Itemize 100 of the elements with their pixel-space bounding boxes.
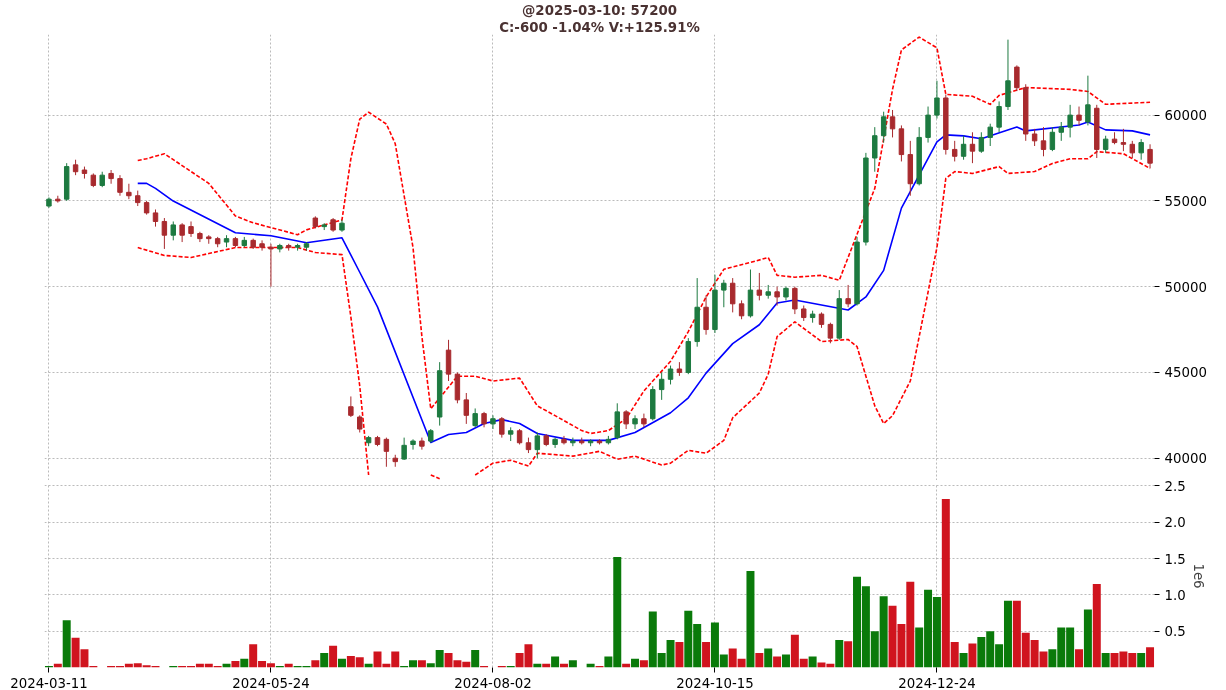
bar (844, 641, 853, 668)
candlestick (401, 437, 407, 461)
candlestick (1076, 106, 1082, 126)
y-tick-label: 45000 (1164, 365, 1207, 381)
bar (551, 656, 560, 668)
bar (1075, 649, 1084, 668)
line-series (474, 150, 1151, 476)
candlestick (268, 243, 274, 288)
candlestick (978, 131, 985, 154)
candlestick (889, 109, 896, 138)
y-tick-label: 0.5 (1164, 624, 1186, 640)
y-tick-label: 55000 (1164, 193, 1207, 209)
candlestick (1014, 64, 1020, 92)
bar (231, 660, 240, 668)
candlestick (987, 123, 993, 147)
candlestick (880, 111, 887, 144)
line-series (136, 246, 370, 476)
candlestick (623, 409, 629, 430)
y-tick-label: 1.5 (1164, 551, 1186, 567)
bar (675, 642, 684, 668)
candlestick (161, 217, 168, 250)
candlestick (1040, 126, 1047, 157)
bar (1083, 609, 1092, 668)
candlestick (490, 414, 496, 430)
candlestick (117, 174, 123, 197)
candlestick (1058, 121, 1064, 142)
candlestick (792, 286, 798, 315)
candlestick (1067, 104, 1073, 138)
candlestick (259, 239, 265, 252)
candlestick (1085, 75, 1091, 126)
bar (702, 642, 711, 668)
bar (808, 656, 817, 668)
candlestick (827, 322, 834, 344)
bar (568, 660, 577, 668)
line-series (136, 36, 1151, 435)
candlestick (925, 106, 931, 144)
candlestick (738, 299, 745, 320)
candlestick (872, 126, 878, 173)
x-tick-label: 2024-05-24 (232, 675, 310, 690)
candlestick (499, 416, 505, 439)
y-tick-label: 60000 (1164, 108, 1207, 124)
bar (773, 656, 782, 668)
bar (320, 652, 329, 668)
bar (631, 658, 640, 668)
candlestick (472, 407, 478, 428)
candlestick (410, 438, 416, 451)
bar (1137, 652, 1146, 668)
chart-title: @2025-03-10: 57200 (522, 2, 677, 18)
bar (755, 652, 764, 668)
y-tick-label: 40000 (1164, 451, 1207, 467)
x-tick-label: 2024-10-15 (676, 675, 754, 690)
candlestick (1138, 138, 1144, 161)
bar (471, 650, 480, 668)
candlestick (934, 80, 940, 120)
bar (764, 648, 773, 668)
candlestick (845, 284, 851, 308)
bar (959, 652, 968, 668)
bar (1092, 583, 1101, 668)
candlestick (348, 395, 354, 418)
bar (62, 620, 71, 668)
candlestick (729, 277, 736, 313)
y-tick-label: 50000 (1164, 279, 1207, 295)
bar (1101, 652, 1110, 668)
x-tick-label: 2024-03-11 (10, 675, 88, 690)
y-tick-label: 1.0 (1164, 587, 1186, 603)
candlestick (126, 183, 132, 200)
candlestick (703, 294, 709, 336)
y-axis-title: 1e6 (1190, 563, 1206, 589)
bar (311, 660, 320, 668)
candlestick (632, 414, 638, 430)
candlestick (756, 272, 763, 301)
bar (329, 645, 338, 668)
candlestick (1147, 143, 1153, 169)
candlestick (383, 437, 390, 468)
candlestick (179, 222, 185, 243)
y-tick-label: 2.0 (1164, 515, 1186, 531)
candlestick (969, 131, 976, 164)
bar (781, 654, 790, 668)
candlestick (534, 431, 541, 459)
bar (639, 660, 648, 668)
candlestick (188, 220, 194, 238)
chart-subtitle: C:-600 -1.04% V:+125.91% (499, 19, 700, 35)
candlestick (1049, 126, 1056, 152)
candlestick (667, 365, 674, 385)
candlestick (658, 371, 665, 401)
bar (746, 570, 755, 668)
bar (1146, 647, 1155, 668)
candlestick (570, 437, 576, 447)
bar (417, 660, 426, 668)
bar (337, 658, 346, 668)
x-tick-label: 2024-08-02 (454, 675, 532, 690)
candlestick (108, 169, 114, 185)
candlestick (1120, 128, 1127, 152)
bar (968, 643, 977, 668)
bar (835, 639, 844, 668)
candlestick (721, 279, 727, 308)
bar (240, 658, 249, 668)
candlestick (951, 140, 958, 162)
y-tick-label: 2.5 (1164, 478, 1186, 494)
candlestick (996, 100, 1002, 133)
